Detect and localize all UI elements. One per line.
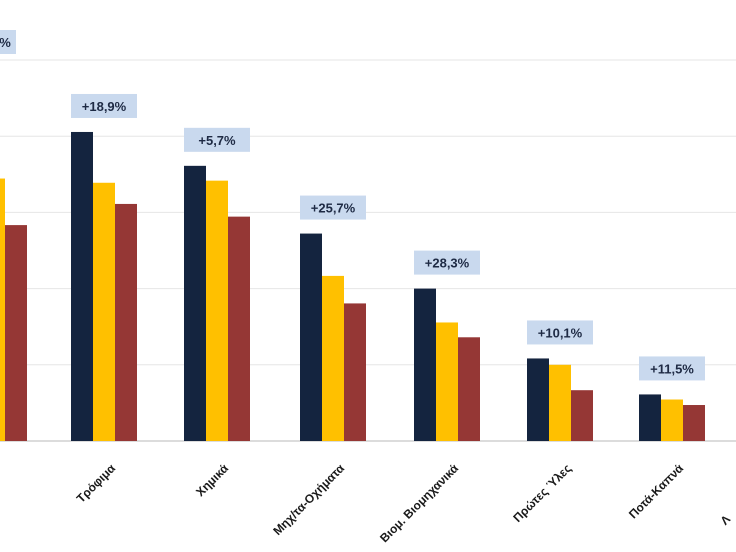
x-tick-label: Μηχ/τα-Οχήματα [270, 461, 347, 538]
bar-series-2 [206, 180, 228, 441]
bars [0, 131, 705, 442]
growth-badge-label: +25,7% [311, 201, 356, 216]
growth-badge-bg [184, 127, 250, 152]
x-tick-label: Ποτά-Καπνά [626, 461, 687, 522]
growth-badge-bg [527, 320, 593, 345]
bar-series-3 [683, 405, 705, 441]
bar-series-3 [115, 203, 137, 441]
bar-series-2 [549, 364, 571, 441]
x-tick-labels: Τρόφιμα Χημικά Μηχ/τα-Οχήματα Βιομ. Βιομηχα… [74, 461, 733, 545]
growth-badge-label: +11,5% [650, 361, 694, 376]
bar-series-3 [228, 216, 250, 441]
growth-badge-bg [71, 93, 137, 118]
bar-series-1 [527, 358, 549, 441]
x-tick-label: Βιομ. Βιομηχανικά [377, 461, 461, 545]
growth-badge-label: +18,9% [82, 99, 127, 114]
bar-series-3 [5, 225, 27, 441]
growth-badges: % +18,9% +5,7% +25,7% +28,3% +10,1% +11,5% [0, 30, 705, 381]
bar-series-3 [458, 337, 480, 441]
bar-series-1 [639, 394, 661, 441]
x-tick-label: Χημικά [193, 461, 231, 499]
growth-badge-bg [0, 30, 16, 54]
growth-badge-label: +5,7% [198, 133, 236, 148]
growth-badge-label: +28,3% [425, 256, 470, 271]
bar-series-1 [414, 288, 436, 441]
bar-series-2 [93, 182, 115, 441]
bar-series-2 [436, 322, 458, 441]
growth-badge-label: % [0, 35, 11, 50]
growth-badge-bg [414, 250, 480, 275]
bar-series-3 [571, 390, 593, 441]
x-tick-label: Πρώτες Ύλες [510, 461, 574, 525]
bar-series-1 [300, 233, 322, 441]
bar-series-2 [0, 178, 5, 442]
x-tick-label: Τρόφιμα [74, 461, 119, 506]
bar-series-2 [661, 399, 683, 441]
growth-badge-label: +10,1% [538, 325, 583, 340]
growth-badge-bg [300, 195, 366, 220]
bar-series-1 [184, 165, 206, 442]
bar-series-1 [71, 131, 93, 441]
x-tick-label-partial: Λ [718, 512, 734, 528]
bar-series-2 [322, 275, 344, 441]
growth-badge-bg [639, 356, 705, 381]
bar-series-3 [344, 303, 366, 441]
